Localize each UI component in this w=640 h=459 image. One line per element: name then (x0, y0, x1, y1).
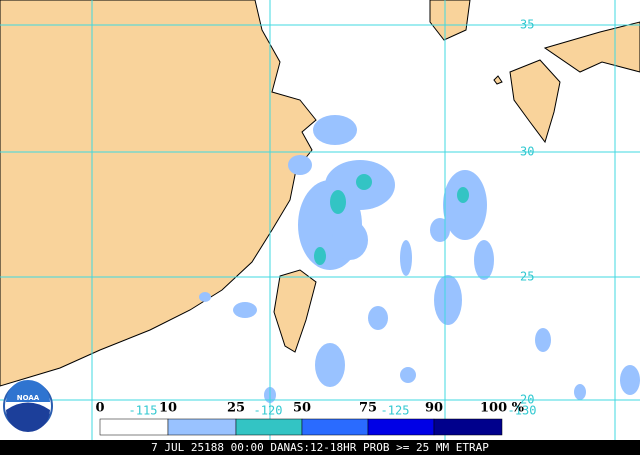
legend-label: 75 (359, 401, 377, 416)
legend-label: 25 (227, 401, 245, 416)
longitude-label: -115 (129, 404, 158, 418)
latitude-label: 20 (520, 393, 534, 407)
coordinate-labels: 35 30 25 20 -115 -120 -125 -130 (129, 18, 537, 418)
longitude-label: -130 (508, 404, 537, 418)
legend-swatch (167, 418, 237, 436)
legend-label: 10 (159, 401, 177, 416)
legend-label: 90 (425, 401, 443, 416)
legend-label: 0 (95, 401, 104, 416)
rain-area-medium (314, 174, 469, 265)
land (0, 0, 640, 387)
logo-text: NOAA (17, 394, 40, 402)
latitude-label: 30 (520, 145, 534, 159)
latitude-label: 25 (520, 270, 534, 284)
legend-label: 100 % (480, 401, 525, 416)
noaa-logo: NOAA (3, 380, 53, 432)
legend-swatch (301, 418, 369, 436)
legend-swatch (433, 418, 503, 436)
latitude-label: 35 (520, 18, 534, 32)
legend: 0 10 25 50 75 90 100 % (95, 401, 525, 436)
footer-bar (0, 440, 640, 455)
legend-label: 50 (293, 401, 311, 416)
legend-swatch (367, 418, 435, 436)
legend-swatch (235, 418, 303, 436)
graticule (0, 0, 640, 440)
longitude-label: -125 (381, 404, 410, 418)
footer-text: 7 JUL 25188 00:00 DANAS:12-18HR PROB >= … (151, 441, 489, 454)
legend-swatch (99, 418, 169, 436)
longitude-label: -120 (254, 404, 283, 418)
